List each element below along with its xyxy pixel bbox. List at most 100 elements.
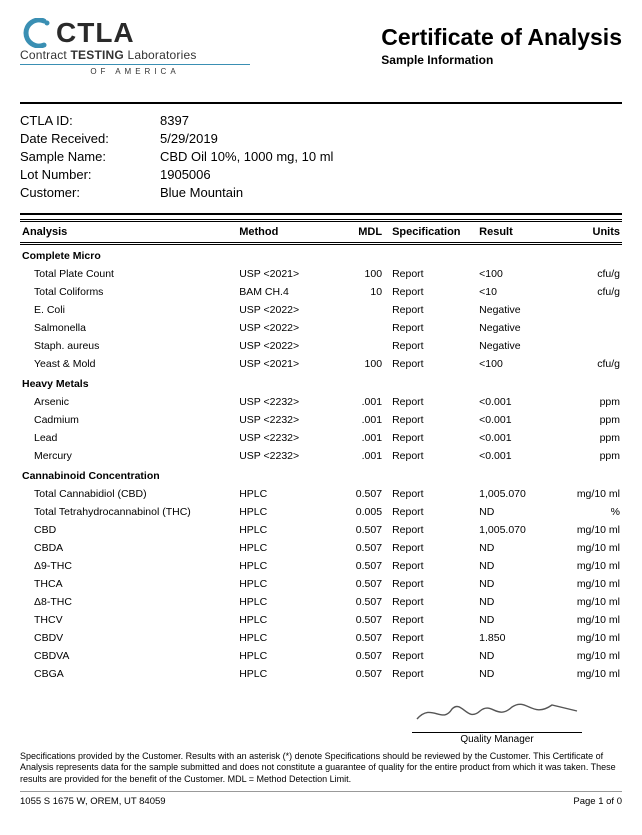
table-row: ArsenicUSP <2232>.001Report<0.001ppm bbox=[20, 393, 622, 411]
cell-mdl: 0.507 bbox=[330, 629, 384, 647]
section-header-row: Heavy Metals bbox=[20, 373, 622, 393]
section-header-row: Complete Micro bbox=[20, 244, 622, 266]
table-row: Δ9-THCHPLC0.507ReportNDmg/10 ml bbox=[20, 557, 622, 575]
cell-result: ND bbox=[477, 503, 560, 521]
cell-spec: Report bbox=[384, 485, 477, 503]
cell-spec: Report bbox=[384, 393, 477, 411]
cell-method: USP <2022> bbox=[237, 319, 330, 337]
cell-analysis: Cadmium bbox=[20, 411, 237, 429]
cell-result: ND bbox=[477, 593, 560, 611]
table-row: SalmonellaUSP <2022>ReportNegative bbox=[20, 319, 622, 337]
info-row: Date Received:5/29/2019 bbox=[20, 131, 622, 146]
table-row: CadmiumUSP <2232>.001Report<0.001ppm bbox=[20, 411, 622, 429]
table-row: LeadUSP <2232>.001Report<0.001ppm bbox=[20, 429, 622, 447]
cell-mdl: .001 bbox=[330, 447, 384, 465]
section-title: Complete Micro bbox=[20, 244, 622, 266]
cell-method: USP <2232> bbox=[237, 447, 330, 465]
logo-icon bbox=[20, 18, 54, 48]
sample-info-block: CTLA ID:8397 Date Received:5/29/2019 Sam… bbox=[20, 102, 622, 215]
cell-result: ND bbox=[477, 575, 560, 593]
logo-subtitle-1: Contract TESTING Laboratories bbox=[20, 48, 250, 62]
info-label: Customer: bbox=[20, 185, 160, 200]
cell-mdl: 0.507 bbox=[330, 521, 384, 539]
cell-mdl: 0.507 bbox=[330, 647, 384, 665]
cell-analysis: CBDV bbox=[20, 629, 237, 647]
table-row: CBDVHPLC0.507Report1.850mg/10 ml bbox=[20, 629, 622, 647]
cell-spec: Report bbox=[384, 521, 477, 539]
table-row: THCVHPLC0.507ReportNDmg/10 ml bbox=[20, 611, 622, 629]
cell-units: mg/10 ml bbox=[560, 629, 622, 647]
cell-spec: Report bbox=[384, 429, 477, 447]
footer-address: 1055 S 1675 W, OREM, UT 84059 bbox=[20, 796, 166, 807]
certificate-subtitle: Sample Information bbox=[381, 53, 622, 67]
cell-result: <10 bbox=[477, 283, 560, 301]
cell-spec: Report bbox=[384, 283, 477, 301]
cell-result: ND bbox=[477, 539, 560, 557]
cell-spec: Report bbox=[384, 265, 477, 283]
info-value: CBD Oil 10%, 1000 mg, 10 ml bbox=[160, 149, 333, 164]
signature-line bbox=[412, 732, 582, 733]
cell-analysis: Δ9-THC bbox=[20, 557, 237, 575]
cell-method: USP <2232> bbox=[237, 411, 330, 429]
cell-mdl: 100 bbox=[330, 355, 384, 373]
info-value: 5/29/2019 bbox=[160, 131, 218, 146]
info-row: Lot Number:1905006 bbox=[20, 167, 622, 182]
cell-result: <0.001 bbox=[477, 393, 560, 411]
cell-method: HPLC bbox=[237, 629, 330, 647]
table-row: E. ColiUSP <2022>ReportNegative bbox=[20, 301, 622, 319]
cell-mdl: 0.507 bbox=[330, 611, 384, 629]
cell-spec: Report bbox=[384, 665, 477, 683]
cell-mdl: 10 bbox=[330, 283, 384, 301]
cell-mdl: 100 bbox=[330, 265, 384, 283]
cell-analysis: Δ8-THC bbox=[20, 593, 237, 611]
cell-result: <0.001 bbox=[477, 429, 560, 447]
cell-method: HPLC bbox=[237, 647, 330, 665]
table-row: Yeast & MoldUSP <2021>100Report<100cfu/g bbox=[20, 355, 622, 373]
logo-divider bbox=[20, 64, 250, 65]
cell-units bbox=[560, 337, 622, 355]
cell-method: HPLC bbox=[237, 611, 330, 629]
logo-block: CTLA Contract TESTING Laboratories OF AM… bbox=[20, 18, 250, 76]
cell-units: mg/10 ml bbox=[560, 557, 622, 575]
logo-sub-c: Laboratories bbox=[124, 48, 197, 62]
cell-units: mg/10 ml bbox=[560, 611, 622, 629]
cell-mdl bbox=[330, 319, 384, 337]
cell-spec: Report bbox=[384, 355, 477, 373]
cell-analysis: Total Tetrahydrocannabinol (THC) bbox=[20, 503, 237, 521]
cell-method: HPLC bbox=[237, 485, 330, 503]
page-footer: 1055 S 1675 W, OREM, UT 84059 Page 1 of … bbox=[20, 796, 622, 807]
cell-result: <0.001 bbox=[477, 411, 560, 429]
col-units: Units bbox=[560, 221, 622, 244]
footer-page: Page 1 of 0 bbox=[573, 796, 622, 807]
cell-result: Negative bbox=[477, 319, 560, 337]
col-mdl: MDL bbox=[330, 221, 384, 244]
cell-method: USP <2021> bbox=[237, 265, 330, 283]
logo-subtitle-2: OF AMERICA bbox=[20, 67, 250, 76]
table-row: Total Cannabidiol (CBD)HPLC0.507Report1,… bbox=[20, 485, 622, 503]
section-title: Cannabinoid Concentration bbox=[20, 465, 622, 485]
table-row: Staph. aureusUSP <2022>ReportNegative bbox=[20, 337, 622, 355]
cell-units: cfu/g bbox=[560, 265, 622, 283]
cell-units: mg/10 ml bbox=[560, 647, 622, 665]
cell-method: USP <2022> bbox=[237, 337, 330, 355]
signature-block: Quality Manager bbox=[20, 697, 622, 745]
cell-analysis: Arsenic bbox=[20, 393, 237, 411]
cell-units bbox=[560, 319, 622, 337]
cell-units: mg/10 ml bbox=[560, 539, 622, 557]
cell-result: 1,005.070 bbox=[477, 485, 560, 503]
cell-analysis: E. Coli bbox=[20, 301, 237, 319]
title-block: Certificate of Analysis Sample Informati… bbox=[381, 18, 622, 67]
logo-sub-a: Contract bbox=[20, 48, 71, 62]
col-spec: Specification bbox=[384, 221, 477, 244]
cell-mdl: 0.005 bbox=[330, 503, 384, 521]
cell-method: HPLC bbox=[237, 557, 330, 575]
cell-method: HPLC bbox=[237, 521, 330, 539]
col-method: Method bbox=[237, 221, 330, 244]
info-value: Blue Mountain bbox=[160, 185, 243, 200]
cell-mdl: .001 bbox=[330, 429, 384, 447]
cell-method: HPLC bbox=[237, 539, 330, 557]
cell-result: <0.001 bbox=[477, 447, 560, 465]
table-row: CBDHPLC0.507Report1,005.070mg/10 ml bbox=[20, 521, 622, 539]
cell-analysis: CBGA bbox=[20, 665, 237, 683]
cell-spec: Report bbox=[384, 411, 477, 429]
